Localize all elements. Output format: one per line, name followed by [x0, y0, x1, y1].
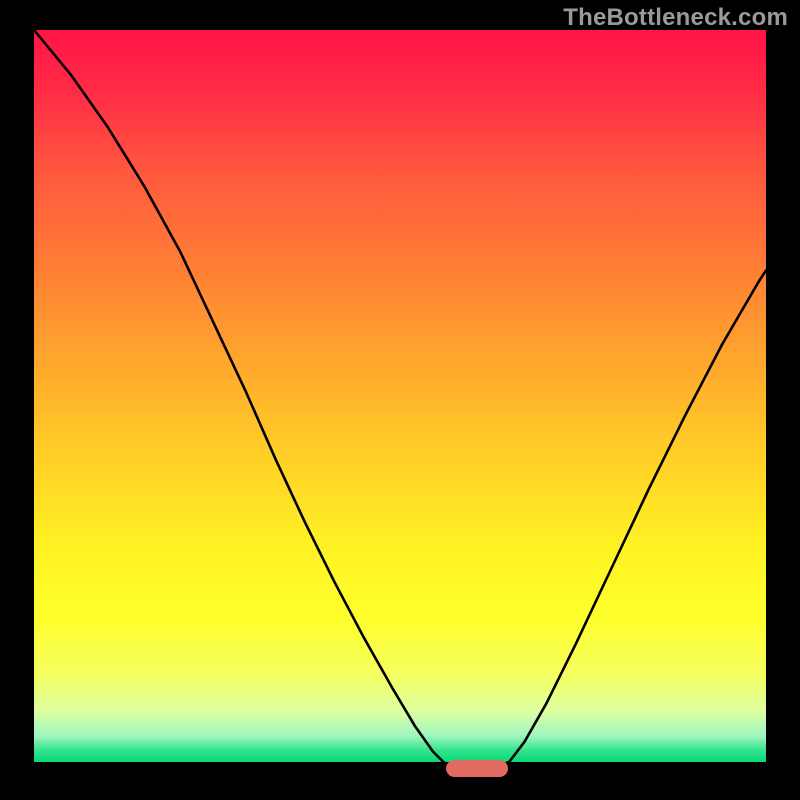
bottleneck-curve	[34, 30, 766, 770]
chart-plot-area	[34, 30, 766, 770]
watermark-text: TheBottleneck.com	[563, 4, 788, 32]
curve-path	[34, 30, 766, 770]
optimum-marker	[446, 760, 508, 777]
